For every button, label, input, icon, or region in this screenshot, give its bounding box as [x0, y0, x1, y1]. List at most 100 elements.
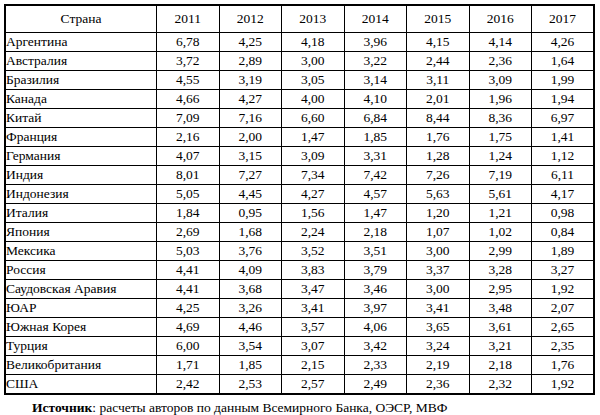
source-label: Источник [32, 400, 92, 415]
value-cell: 4,14 [469, 33, 532, 52]
value-cell: 2,32 [469, 375, 532, 395]
value-cell: 5,05 [157, 185, 220, 204]
value-cell: 1,07 [407, 223, 470, 242]
value-cell: 4,45 [219, 185, 282, 204]
value-cell: 3,31 [344, 147, 407, 166]
value-cell: 3,00 [407, 242, 470, 261]
value-cell: 4,06 [344, 318, 407, 337]
country-cell: Россия [5, 261, 157, 280]
table-row: Великобритания1,711,852,152,332,192,181,… [5, 356, 594, 375]
value-cell: 1,76 [407, 128, 470, 147]
value-cell: 3,65 [407, 318, 470, 337]
country-cell: ЮАР [5, 299, 157, 318]
value-cell: 3,05 [282, 71, 345, 90]
value-cell: 1,94 [532, 90, 595, 109]
country-cell: Германия [5, 147, 157, 166]
value-cell: 4,69 [157, 318, 220, 337]
value-cell: 4,17 [532, 185, 595, 204]
table-row: Китай7,097,166,606,848,448,366,97 [5, 109, 594, 128]
value-cell: 3,07 [282, 337, 345, 356]
value-cell: 1,71 [157, 356, 220, 375]
value-cell: 6,78 [157, 33, 220, 52]
value-cell: 3,28 [469, 261, 532, 280]
value-cell: 3,24 [407, 337, 470, 356]
value-cell: 1,92 [532, 375, 595, 395]
value-cell: 1,75 [469, 128, 532, 147]
value-cell: 6,00 [157, 337, 220, 356]
country-cell: Австралия [5, 52, 157, 71]
value-cell: 2,16 [157, 128, 220, 147]
value-cell: 3,46 [344, 280, 407, 299]
value-cell: 7,42 [344, 166, 407, 185]
country-cell: Италия [5, 204, 157, 223]
table-row: Россия4,414,093,833,793,373,283,27 [5, 261, 594, 280]
value-cell: 0,95 [219, 204, 282, 223]
value-cell: 1,21 [469, 204, 532, 223]
table-row: Бразилия4,553,193,053,143,113,091,99 [5, 71, 594, 90]
value-cell: 3,42 [344, 337, 407, 356]
table-row: Индонезия5,054,454,274,575,635,614,17 [5, 185, 594, 204]
value-cell: 1,41 [532, 128, 595, 147]
country-cell: Южная Корея [5, 318, 157, 337]
value-cell: 2,35 [532, 337, 595, 356]
value-cell: 1,20 [407, 204, 470, 223]
table-row: ЮАР4,253,263,413,973,413,482,07 [5, 299, 594, 318]
value-cell: 4,41 [157, 280, 220, 299]
value-cell: 4,15 [407, 33, 470, 52]
value-cell: 3,83 [282, 261, 345, 280]
country-cell: Канада [5, 90, 157, 109]
value-cell: 1,92 [532, 280, 595, 299]
value-cell: 3,37 [407, 261, 470, 280]
value-cell: 2,24 [282, 223, 345, 242]
value-cell: 8,01 [157, 166, 220, 185]
value-cell: 2,36 [407, 375, 470, 395]
value-cell: 6,60 [282, 109, 345, 128]
value-cell: 4,07 [157, 147, 220, 166]
country-cell: Бразилия [5, 71, 157, 90]
value-cell: 2,18 [469, 356, 532, 375]
country-cell: Япония [5, 223, 157, 242]
value-cell: 2,69 [157, 223, 220, 242]
country-growth-table: Страна2011201220132014201520162017 Арген… [4, 4, 595, 395]
value-cell: 2,99 [469, 242, 532, 261]
value-cell: 3,26 [219, 299, 282, 318]
table-row: Франция2,162,001,471,851,761,751,41 [5, 128, 594, 147]
value-cell: 2,57 [282, 375, 345, 395]
value-cell: 1,68 [219, 223, 282, 242]
column-header-year: 2017 [532, 5, 595, 33]
value-cell: 2,00 [219, 128, 282, 147]
country-cell: Турция [5, 337, 157, 356]
value-cell: 3,72 [157, 52, 220, 71]
value-cell: 2,01 [407, 90, 470, 109]
value-cell: 4,09 [219, 261, 282, 280]
value-cell: 2,65 [532, 318, 595, 337]
value-cell: 3,48 [469, 299, 532, 318]
value-cell: 5,61 [469, 185, 532, 204]
value-cell: 3,11 [407, 71, 470, 90]
value-cell: 4,46 [219, 318, 282, 337]
value-cell: 3,41 [282, 299, 345, 318]
value-cell: 1,99 [532, 71, 595, 90]
value-cell: 3,57 [282, 318, 345, 337]
column-header-year: 2014 [344, 5, 407, 33]
table-row: Италия1,840,951,561,471,201,210,98 [5, 204, 594, 223]
table-row: Индия8,017,277,347,427,267,196,11 [5, 166, 594, 185]
table-row: Южная Корея4,694,463,574,063,653,612,65 [5, 318, 594, 337]
column-header-year: 2015 [407, 5, 470, 33]
value-cell: 1,02 [469, 223, 532, 242]
value-cell: 3,54 [219, 337, 282, 356]
country-cell: Китай [5, 109, 157, 128]
value-cell: 7,27 [219, 166, 282, 185]
value-cell: 2,07 [532, 299, 595, 318]
value-cell: 3,52 [282, 242, 345, 261]
table-body: Аргентина6,784,254,183,964,154,144,26Авс… [5, 33, 594, 395]
value-cell: 6,84 [344, 109, 407, 128]
header-row: Страна2011201220132014201520162017 [5, 5, 594, 33]
table-row: Канада4,664,274,004,102,011,961,94 [5, 90, 594, 109]
value-cell: 7,19 [469, 166, 532, 185]
value-cell: 4,26 [532, 33, 595, 52]
value-cell: 5,63 [407, 185, 470, 204]
value-cell: 1,56 [282, 204, 345, 223]
value-cell: 3,22 [344, 52, 407, 71]
country-cell: Великобритания [5, 356, 157, 375]
